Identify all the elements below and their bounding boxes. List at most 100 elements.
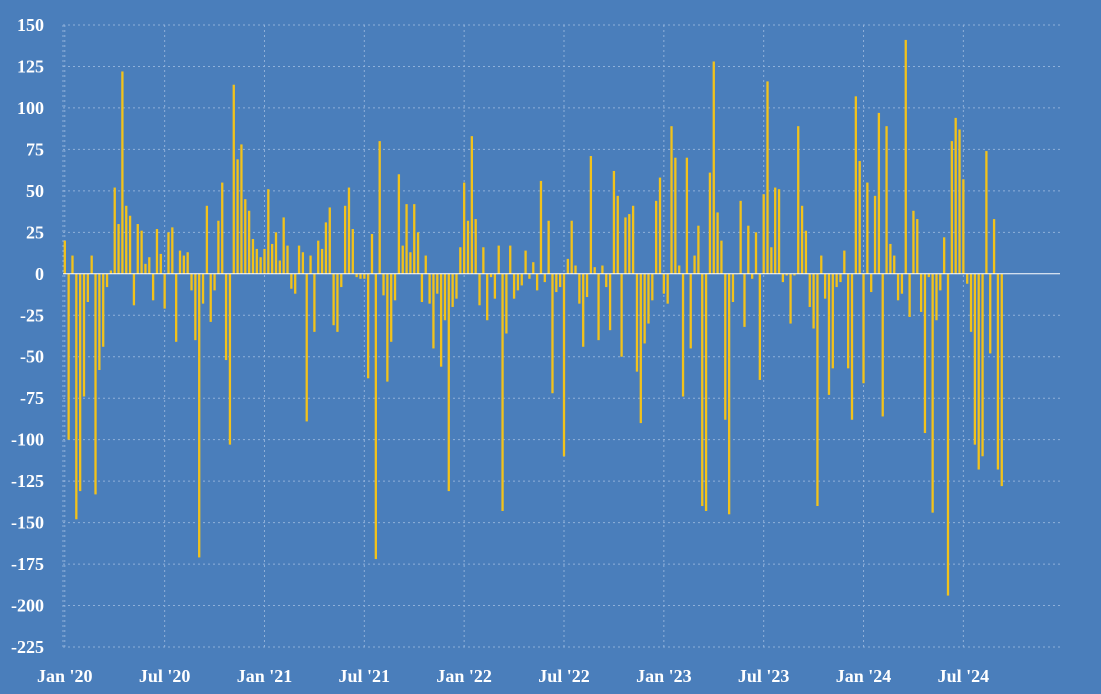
bar: [474, 219, 477, 274]
bar: [966, 273, 969, 284]
bar: [739, 200, 742, 274]
bar: [628, 214, 631, 274]
bar: [681, 273, 685, 397]
bar: [939, 273, 942, 291]
bar: [678, 265, 681, 274]
bar: [516, 273, 520, 291]
bar: [547, 220, 550, 274]
bar: [259, 257, 262, 274]
bar: [793, 273, 796, 276]
bar: [486, 273, 489, 321]
bar: [501, 273, 504, 511]
x-axis-tick-labels: Jan '20 Jul '20 Jan '21 Jul '21 Jan '22 Jul '…: [37, 666, 989, 686]
bar: [428, 273, 431, 304]
bar: [489, 273, 493, 278]
bar: [643, 273, 646, 344]
bar: [566, 258, 569, 274]
bar: [943, 237, 946, 274]
bar: [420, 273, 424, 302]
bar: [820, 255, 823, 274]
x-tick-label: Jul '24: [938, 666, 990, 686]
bar: [182, 255, 185, 274]
bar: [201, 273, 205, 304]
bar: [351, 229, 354, 274]
bar: [255, 248, 258, 274]
bar: [251, 238, 255, 274]
bar: [847, 273, 850, 369]
bar: [409, 252, 412, 274]
y-tick-label: -175: [11, 554, 44, 574]
bar: [148, 257, 151, 274]
bar: [355, 273, 358, 278]
bar: [378, 141, 381, 274]
bar: [658, 177, 662, 274]
bar: [593, 267, 596, 274]
x-tick-label: Jul '23: [738, 666, 790, 686]
bar: [94, 273, 97, 495]
bar: [789, 273, 792, 324]
bar: [889, 243, 892, 274]
bar: [962, 179, 965, 274]
bar: [213, 273, 216, 291]
bar: [1000, 273, 1003, 487]
bar: [881, 273, 884, 417]
bar: [247, 210, 251, 274]
bar: [90, 255, 93, 274]
bar: [294, 273, 297, 294]
bar: [862, 273, 865, 384]
bar: [839, 273, 842, 283]
bar: [916, 219, 919, 274]
bar: [359, 273, 362, 279]
bar: [708, 172, 712, 274]
bar: [747, 225, 750, 274]
bar: [704, 273, 708, 511]
bar: [639, 273, 642, 424]
bar: [624, 217, 627, 274]
bar: [102, 273, 105, 347]
bar: [605, 273, 608, 288]
bar: [981, 273, 984, 457]
x-tick-label: Jan '24: [836, 666, 892, 686]
bar: [524, 250, 527, 274]
bar: [866, 182, 869, 274]
bar: [205, 205, 209, 274]
bar: [282, 217, 285, 274]
bar: [217, 220, 220, 274]
bar: [343, 205, 347, 274]
bar: [597, 273, 600, 341]
bar: [190, 273, 193, 291]
bar: [313, 273, 316, 332]
bar: [224, 273, 228, 361]
bar: [328, 207, 331, 274]
bar: [731, 273, 735, 302]
x-tick-label: Jul '21: [339, 666, 391, 686]
bar: [977, 273, 980, 470]
bar: [797, 126, 800, 274]
bar: [301, 252, 305, 274]
bar: [128, 215, 132, 274]
bar: [969, 273, 973, 332]
bar: [79, 273, 82, 492]
bar: [228, 273, 232, 445]
bar: [271, 243, 274, 274]
bar: [132, 273, 136, 306]
bar: [413, 204, 416, 274]
y-tick-label: -25: [20, 305, 44, 325]
bar: [401, 245, 404, 274]
bar: [297, 245, 301, 274]
bar: [424, 255, 427, 274]
x-tick-label: Jul '22: [538, 666, 590, 686]
bar: [178, 250, 182, 274]
bar: [919, 273, 923, 312]
bar: [582, 273, 585, 347]
bar: [539, 180, 543, 274]
y-tick-label: 25: [26, 222, 44, 242]
bar: [635, 273, 639, 372]
bar: [71, 255, 74, 274]
y-tick-label: -225: [11, 637, 44, 657]
bar: [497, 245, 500, 274]
bar: [996, 273, 1000, 470]
bar: [562, 273, 566, 457]
bar: [989, 273, 992, 354]
bar: [390, 273, 393, 342]
